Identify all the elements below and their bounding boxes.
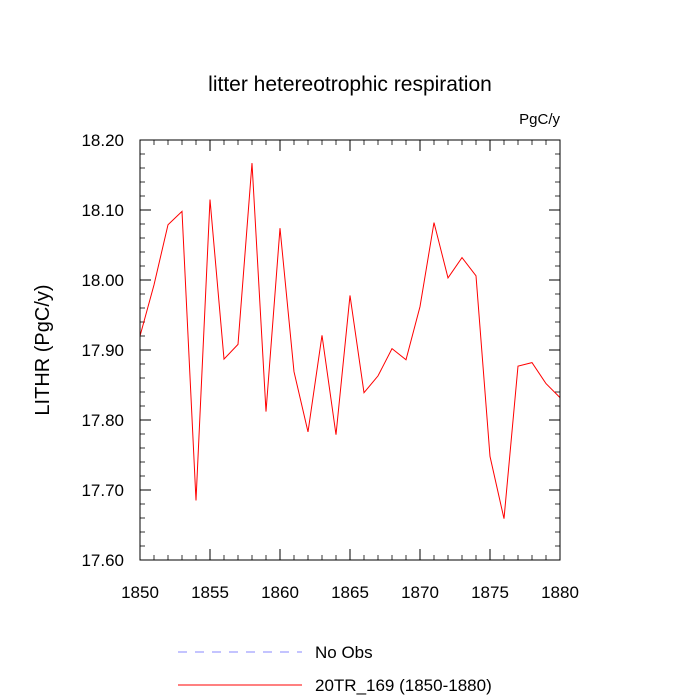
minor-ticks (140, 140, 560, 560)
y-tick-label: 18.00 (81, 271, 124, 290)
y-tick-label: 17.60 (81, 551, 124, 570)
y-axis-label: LITHR (PgC/y) (32, 284, 54, 415)
y-tick-label: 17.80 (81, 411, 124, 430)
x-tick-label: 1855 (191, 583, 229, 602)
y-tick-label: 17.90 (81, 341, 124, 360)
y-tick-label: 18.10 (81, 201, 124, 220)
y-tick-label: 17.70 (81, 481, 124, 500)
y-tick-labels: 17.60 17.70 17.80 17.90 18.00 18.10 18.20 (81, 131, 124, 570)
plot-frame (139, 139, 561, 561)
legend-label-no-obs: No Obs (315, 643, 373, 662)
units-label: PgC/y (519, 111, 560, 128)
chart-title: litter hetereotrophic respiration (208, 73, 492, 96)
legend-label-20tr-169: 20TR_169 (1850-1880) (315, 676, 492, 695)
series-line-20tr-169 (139, 163, 561, 519)
x-tick-label: 1880 (541, 583, 579, 602)
x-tick-label: 1850 (121, 583, 159, 602)
y-tick-label: 18.20 (81, 131, 124, 150)
legend: No Obs 20TR_169 (1850-1880) (178, 643, 492, 695)
x-tick-label: 1865 (331, 583, 369, 602)
x-tick-label: 1870 (401, 583, 439, 602)
x-tick-label: 1875 (471, 583, 509, 602)
x-tick-label: 1860 (261, 583, 299, 602)
x-tick-labels: 1850 1855 1860 1865 1870 1875 1880 (121, 583, 579, 602)
